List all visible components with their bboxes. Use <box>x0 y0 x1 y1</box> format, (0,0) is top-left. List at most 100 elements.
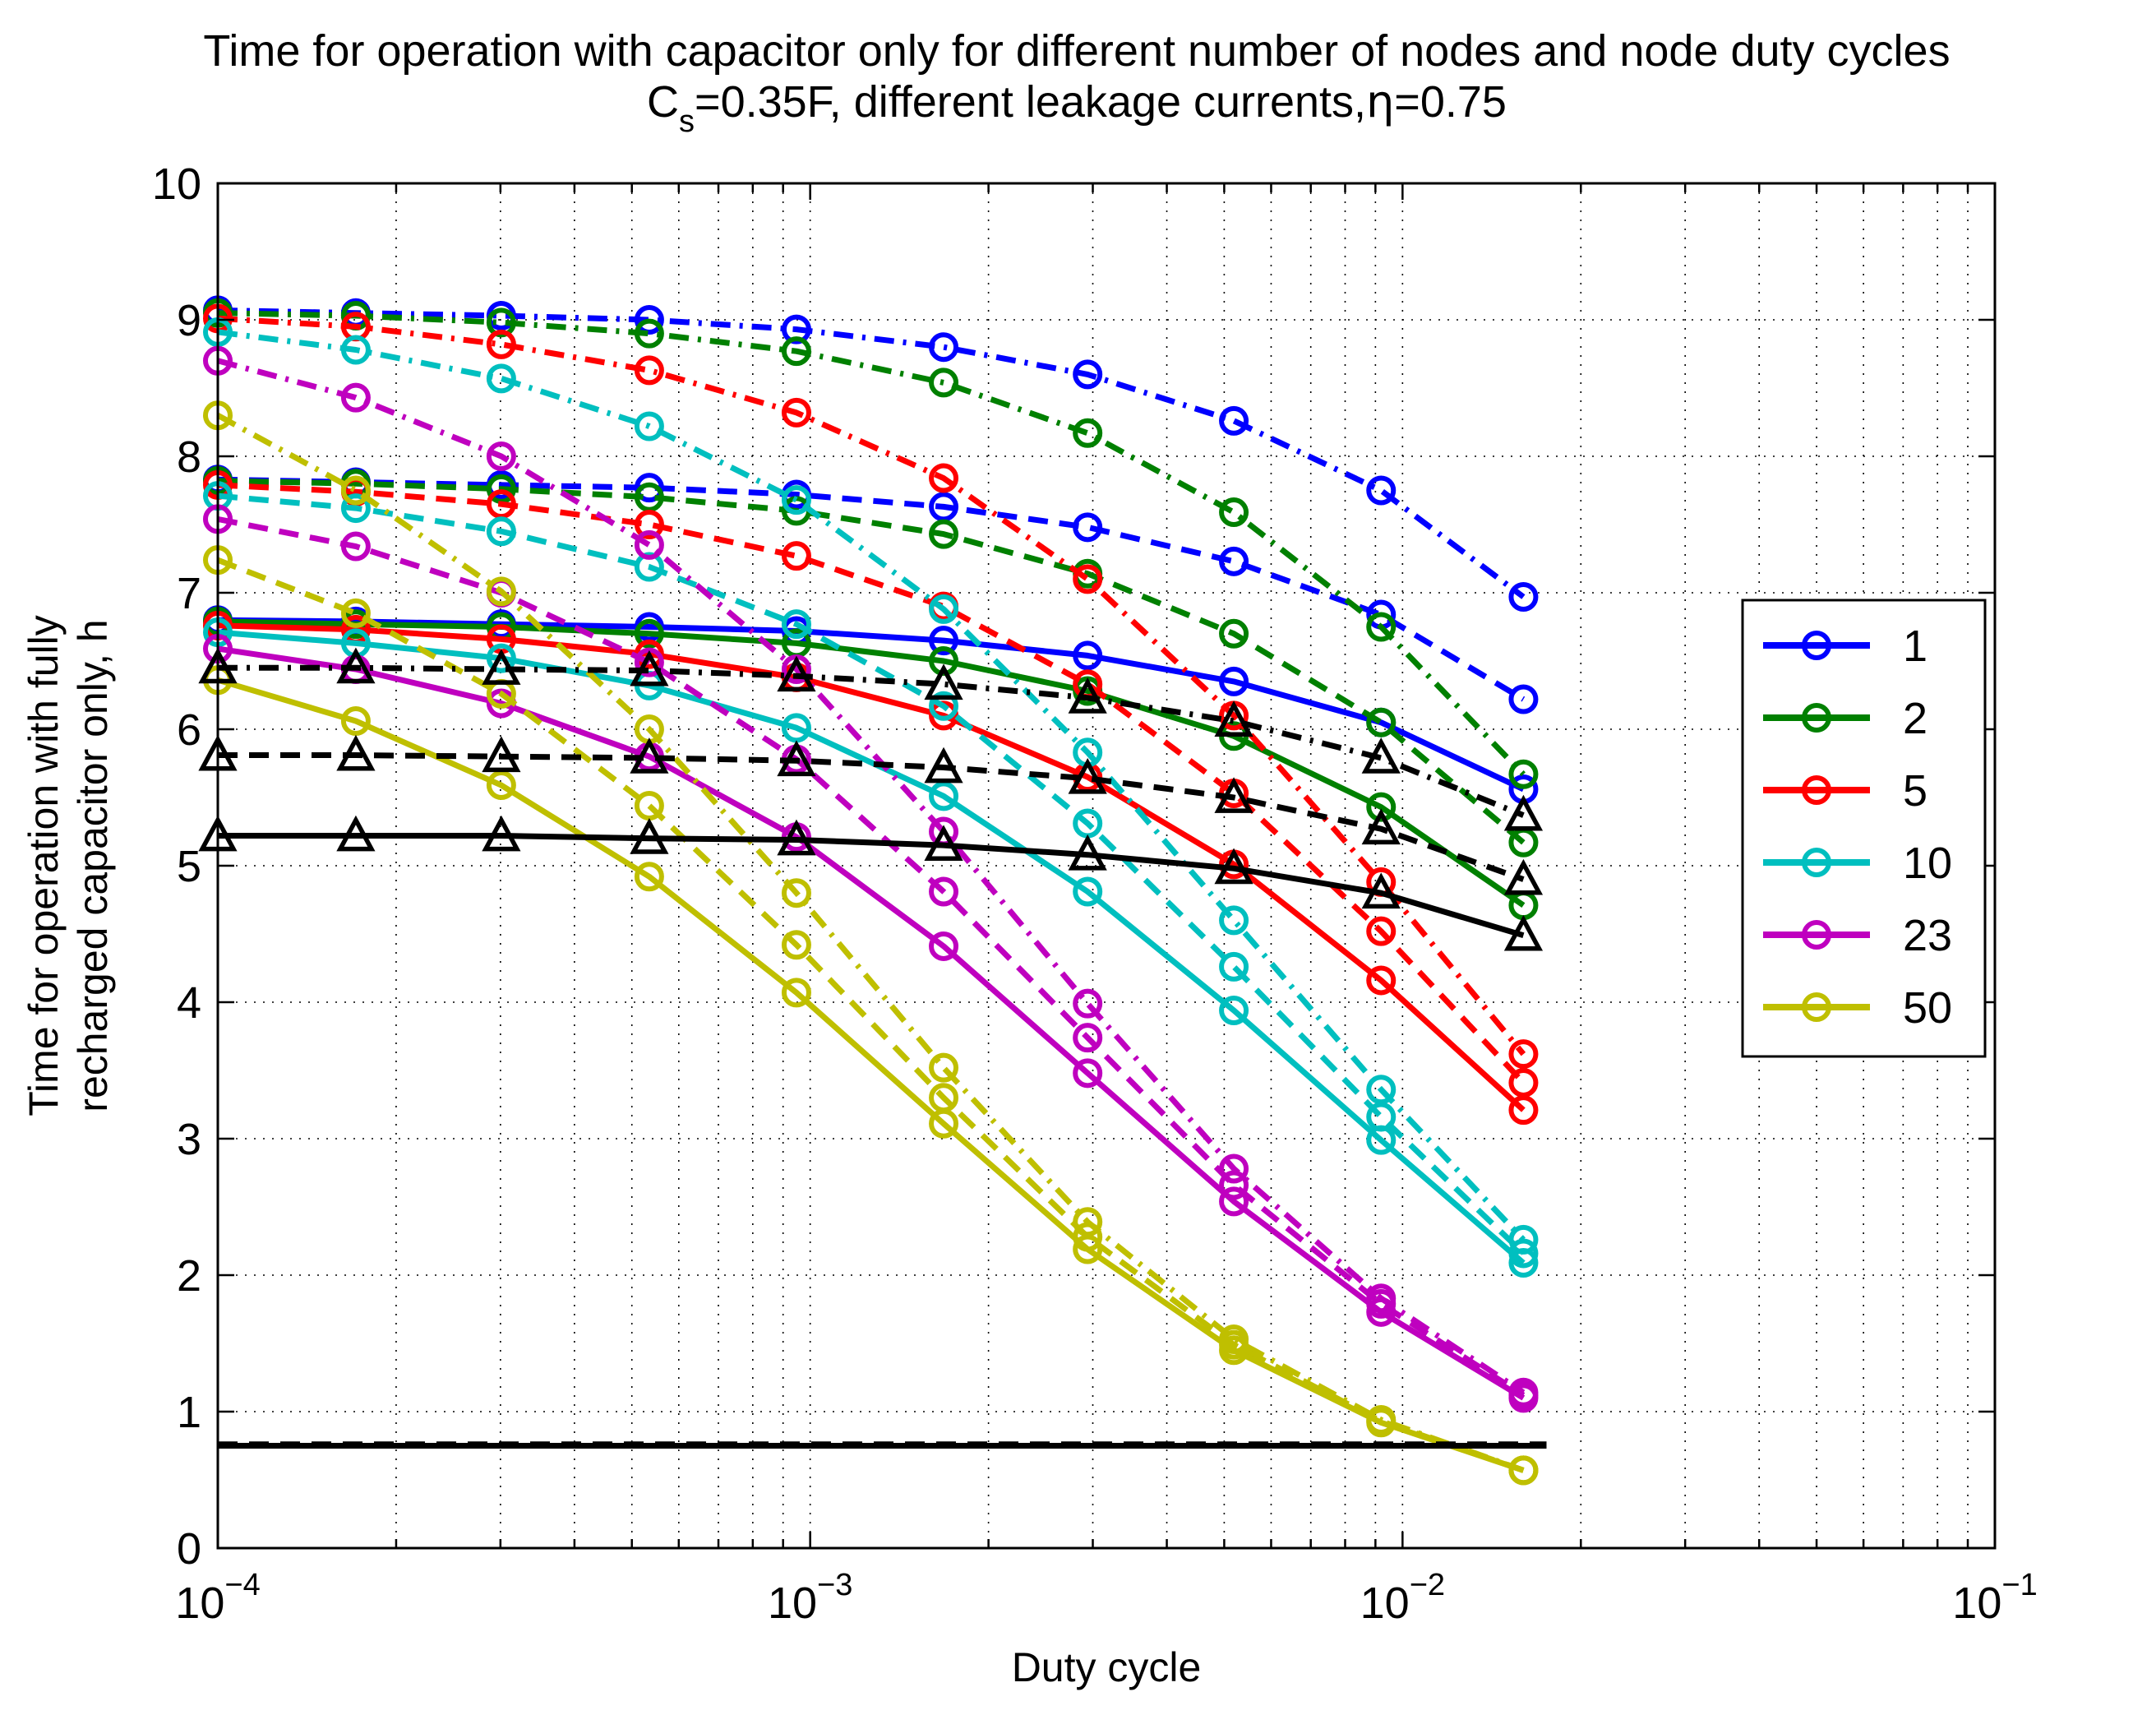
data-point-marker <box>1366 1125 1397 1155</box>
legend-marker <box>1802 848 1831 877</box>
data-point-marker <box>1219 951 1249 982</box>
data-point-marker <box>781 541 811 571</box>
series-path <box>217 315 1526 1056</box>
data-point-marker <box>486 576 516 607</box>
legend-label: 1 <box>1903 622 1927 671</box>
series-path <box>217 310 1526 777</box>
data-point-marker <box>634 647 664 677</box>
data-point-marker <box>1073 988 1103 1019</box>
data-point-marker <box>929 691 959 721</box>
series-path <box>217 329 1526 1242</box>
data-point-marker <box>634 482 664 512</box>
series-path <box>217 645 1526 1401</box>
data-point-marker <box>340 335 371 365</box>
x-tick-exponent: −4 <box>224 1568 260 1602</box>
data-point-marker <box>1073 1058 1103 1089</box>
subtitle-prefix: C <box>647 77 679 127</box>
series-path <box>216 413 1525 1473</box>
series-path <box>218 664 1525 818</box>
data-point-marker <box>929 1052 959 1083</box>
series-path <box>218 833 1525 939</box>
data-point-marker <box>1508 1383 1539 1413</box>
data-point-marker <box>1219 497 1249 528</box>
y-tick-label: 7 <box>177 569 201 618</box>
y-tick-label: 9 <box>177 296 201 345</box>
data-point-marker <box>929 463 959 493</box>
data-point-marker <box>1508 1455 1539 1486</box>
data-point-marker <box>777 740 816 777</box>
data-point-marker <box>777 819 816 856</box>
data-point-marker <box>634 790 664 821</box>
data-point-marker <box>929 876 959 907</box>
data-point-marker <box>924 747 963 784</box>
legend-marker <box>1802 631 1831 660</box>
y-tick-label: 2 <box>177 1251 201 1301</box>
x-tick-exponent: −2 <box>1410 1568 1445 1602</box>
series-path <box>217 618 1526 908</box>
data-point-marker <box>1366 612 1397 642</box>
series-layer <box>198 295 1547 1486</box>
legend-marker <box>1802 775 1831 805</box>
data-point-marker <box>1073 512 1103 543</box>
data-point-marker <box>781 609 811 640</box>
x-tick-labels: 10−4 10−3 10−2 10−1 <box>175 1568 2037 1628</box>
data-point-marker <box>336 734 376 771</box>
series-line <box>198 647 1544 831</box>
legend-label: 2 <box>1903 694 1927 743</box>
y-tick-label: 5 <box>177 842 201 891</box>
y-axis-label-line-2: recharged capacitor only, h <box>70 619 116 1112</box>
x-tick-label: 10−3 <box>768 1568 852 1628</box>
y-tick-label: 10 <box>152 159 201 209</box>
legend-entry: 23 <box>1763 911 1952 960</box>
data-point-marker <box>634 355 664 386</box>
data-point-marker <box>482 736 521 773</box>
data-point-marker <box>929 594 959 624</box>
data-point-marker <box>486 489 516 520</box>
data-point-marker <box>1508 1067 1539 1098</box>
data-point-marker <box>1366 792 1397 822</box>
data-point-marker <box>486 363 516 394</box>
legend-entry: 2 <box>1763 694 1927 743</box>
data-point-marker <box>929 781 959 811</box>
data-point-marker <box>1219 1186 1249 1217</box>
data-point-marker <box>1068 677 1107 714</box>
data-point-marker <box>634 510 664 539</box>
series-line <box>203 665 1539 1486</box>
data-point-marker <box>634 529 664 560</box>
data-point-marker <box>781 397 811 428</box>
data-point-marker <box>486 307 516 338</box>
data-point-marker <box>777 655 816 692</box>
grid <box>218 183 1995 1548</box>
data-point-marker <box>1361 872 1401 909</box>
data-point-marker <box>1366 707 1397 737</box>
data-point-marker <box>1219 666 1249 696</box>
data-point-marker <box>1073 1023 1103 1053</box>
data-point-marker <box>929 492 959 522</box>
data-point-marker <box>630 737 669 774</box>
data-point-marker <box>482 649 521 685</box>
y-axis-label: Time for operation with fully recharged … <box>21 615 116 1116</box>
data-point-marker <box>336 647 376 684</box>
data-point-marker <box>1366 1297 1397 1327</box>
x-tick-exponent: −1 <box>2001 1568 2037 1602</box>
data-point-marker <box>929 626 959 656</box>
data-point-marker <box>1068 834 1107 871</box>
tick-marks <box>216 182 1997 1550</box>
legend-box <box>1741 599 1987 1058</box>
legend: 1 2 5 10 23 50 <box>1741 599 1987 1058</box>
data-point-marker <box>1503 858 1544 895</box>
legend-marker <box>1802 920 1831 950</box>
legend-entry: 1 <box>1763 622 1927 671</box>
data-point-marker <box>1073 564 1103 594</box>
data-point-marker <box>1219 546 1249 576</box>
data-point-marker <box>630 818 669 854</box>
data-point-marker <box>1073 640 1103 671</box>
data-point-marker <box>1073 359 1103 390</box>
x-tick-label: 10−1 <box>1952 1568 2037 1628</box>
data-point-marker <box>1219 1170 1249 1200</box>
data-point-marker <box>1508 684 1539 714</box>
data-point-marker <box>924 663 963 700</box>
data-point-marker <box>1508 1248 1539 1278</box>
data-point-marker <box>1366 965 1397 996</box>
